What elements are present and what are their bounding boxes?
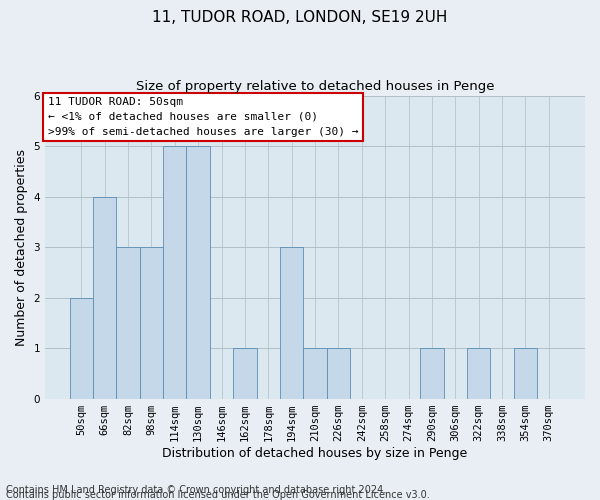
Title: Size of property relative to detached houses in Penge: Size of property relative to detached ho… bbox=[136, 80, 494, 93]
Text: 11 TUDOR ROAD: 50sqm
← <1% of detached houses are smaller (0)
>99% of semi-detac: 11 TUDOR ROAD: 50sqm ← <1% of detached h… bbox=[48, 97, 358, 136]
Bar bbox=[304, 348, 327, 399]
Bar bbox=[514, 348, 537, 399]
X-axis label: Distribution of detached houses by size in Penge: Distribution of detached houses by size … bbox=[163, 447, 467, 460]
Bar bbox=[233, 348, 257, 399]
Text: Contains public sector information licensed under the Open Government Licence v3: Contains public sector information licen… bbox=[6, 490, 430, 500]
Bar bbox=[116, 248, 140, 399]
Bar bbox=[327, 348, 350, 399]
Bar bbox=[187, 146, 210, 399]
Bar bbox=[467, 348, 490, 399]
Bar bbox=[163, 146, 187, 399]
Text: 11, TUDOR ROAD, LONDON, SE19 2UH: 11, TUDOR ROAD, LONDON, SE19 2UH bbox=[152, 10, 448, 25]
Bar bbox=[70, 298, 93, 399]
Bar bbox=[140, 248, 163, 399]
Y-axis label: Number of detached properties: Number of detached properties bbox=[15, 149, 28, 346]
Bar bbox=[93, 196, 116, 399]
Bar bbox=[420, 348, 443, 399]
Bar bbox=[280, 248, 304, 399]
Text: Contains HM Land Registry data © Crown copyright and database right 2024.: Contains HM Land Registry data © Crown c… bbox=[6, 485, 386, 495]
